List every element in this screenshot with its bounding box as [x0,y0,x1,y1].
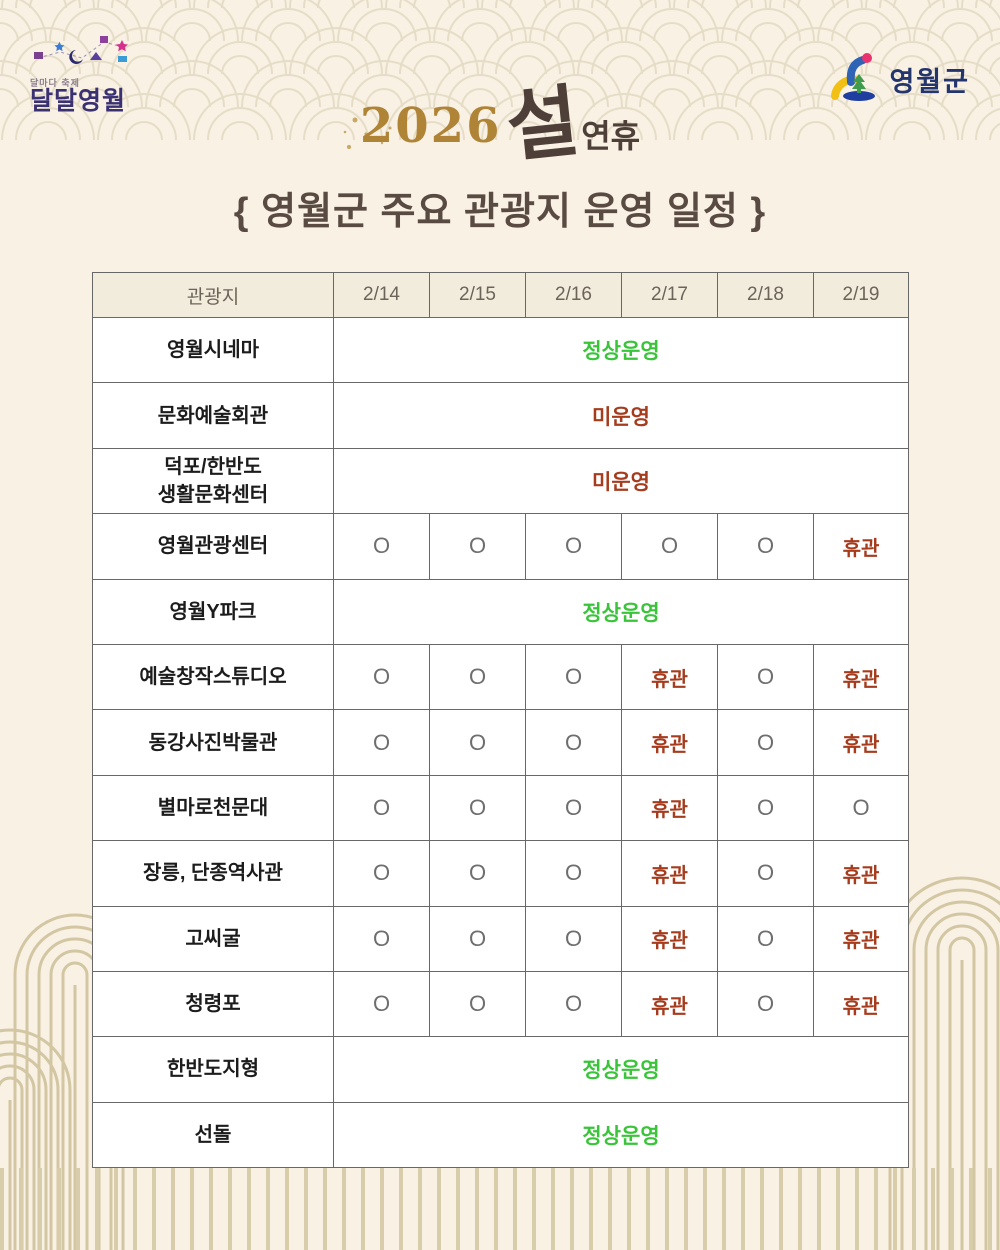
day-status-cell: O [429,774,526,842]
fringe-decoration [0,1168,1000,1250]
day-status-cell: 휴관 [621,840,718,907]
brand-icons [34,36,128,64]
site-name-cell: 선돌 [92,1101,334,1169]
status-span-cell: 정상운영 [333,1101,909,1169]
page-subtitle: { 영월군 주요 관광지 운영 일정 } [233,191,767,233]
day-status-cell: O [717,905,814,972]
day-status-cell: O [333,774,430,842]
day-status-cell: 휴관 [621,905,718,972]
day-status-cell: 휴관 [813,970,909,1038]
day-status-cell: O [429,905,526,972]
table-row: 장릉, 단종역사관 O O O 휴관 O 휴관 [92,840,909,907]
header-row: 관광지 2/14 2/15 2/16 2/17 2/18 2/19 [92,272,909,318]
day-status-cell: 휴관 [813,709,909,776]
schedule-table-wrap: 관광지 2/14 2/15 2/16 2/17 2/18 2/19 영월시네마 정상운영 문화예… [92,272,909,1169]
table-row: 청령포 O O O 휴관 O 휴관 [92,970,909,1038]
day-status-cell: O [525,840,622,907]
header-cell-date: 2/15 [429,272,526,318]
table-row: 영월시네마 정상운영 [92,316,909,384]
day-status-cell: 휴관 [813,643,909,711]
day-status-cell: 휴관 [621,709,718,776]
schedule-table: 관광지 2/14 2/15 2/16 2/17 2/18 2/19 영월시네마 정상운영 문화예… [92,272,909,1169]
status-span-cell: 정상운영 [333,316,909,384]
day-status-cell: 휴관 [813,840,909,907]
status-span-cell: 정상운영 [333,578,909,645]
day-status-cell: O [717,774,814,842]
day-status-cell: O [717,709,814,776]
site-name-cell: 고씨굴 [92,905,334,972]
day-status-cell: O [333,905,430,972]
day-status-cell: O [525,709,622,776]
day-status-cell: O [525,905,622,972]
table-row: 영월Y파크 정상운영 [92,578,909,645]
day-status-cell: O [333,513,430,580]
header-cell-date: 2/18 [717,272,814,318]
day-status-cell: O [525,970,622,1038]
page-title: 2026 설 연휴 [0,76,1000,174]
site-name-cell: 별마로천문대 [92,774,334,842]
day-status-cell: O [717,643,814,711]
site-name-cell: 영월관광센터 [92,513,334,580]
title-holiday: 연휴 [581,118,641,155]
site-name-cell: 문화예술회관 [92,382,334,449]
table-row: 영월관광센터 O O O O O 휴관 [92,513,909,580]
header-cell-site: 관광지 [92,272,334,318]
day-status-cell: O [333,970,430,1038]
day-status-cell: O [333,709,430,776]
table-row: 별마로천문대 O O O 휴관 O O [92,774,909,842]
status-span-cell: 미운영 [333,447,909,515]
title-seol: 설 [502,75,584,174]
table-row: 예술창작스튜디오 O O O 휴관 O 휴관 [92,643,909,711]
day-status-cell: O [333,643,430,711]
site-name-cell: 덕포/한반도 생활문화센터 [92,447,334,515]
header-cell-date: 2/17 [621,272,718,318]
header-cell-date: 2/16 [525,272,622,318]
status-span-cell: 미운영 [333,382,909,449]
site-name-cell: 한반도지형 [92,1036,334,1103]
day-status-cell: 휴관 [621,970,718,1038]
day-status-cell: O [717,970,814,1038]
day-status-cell: O [717,840,814,907]
day-status-cell: O [813,774,909,842]
day-status-cell: O [525,643,622,711]
day-status-cell: O [429,643,526,711]
day-status-cell: O [525,774,622,842]
day-status-cell: 휴관 [621,774,718,842]
table-row: 한반도지형 정상운영 [92,1036,909,1103]
day-status-cell: O [525,513,622,580]
day-status-cell: O [429,709,526,776]
table-row: 문화예술회관 미운영 [92,382,909,449]
day-status-cell: O [717,513,814,580]
day-status-cell: 휴관 [813,905,909,972]
day-status-cell: O [621,513,718,580]
table-row: 선돌 정상운영 [92,1101,909,1169]
day-status-cell: 휴관 [813,513,909,580]
status-span-cell: 정상운영 [333,1036,909,1103]
site-name-cell: 영월시네마 [92,316,334,384]
header-cell-date: 2/19 [813,272,909,318]
table-row: 고씨굴 O O O 휴관 O 휴관 [92,905,909,972]
table-row: 동강사진박물관 O O O 휴관 O 휴관 [92,709,909,776]
day-status-cell: O [429,840,526,907]
site-name-cell: 영월Y파크 [92,578,334,645]
site-name-cell: 동강사진박물관 [92,709,334,776]
header-cell-date: 2/14 [333,272,430,318]
site-name-cell: 예술창작스튜디오 [92,643,334,711]
site-name-cell: 장릉, 단종역사관 [92,840,334,907]
site-name-cell: 청령포 [92,970,334,1038]
day-status-cell: O [429,513,526,580]
table-row: 덕포/한반도 생활문화센터 미운영 [92,447,909,515]
day-status-cell: O [429,970,526,1038]
day-status-cell: O [333,840,430,907]
day-status-cell: 휴관 [621,643,718,711]
title-year: 2026 [359,98,502,155]
